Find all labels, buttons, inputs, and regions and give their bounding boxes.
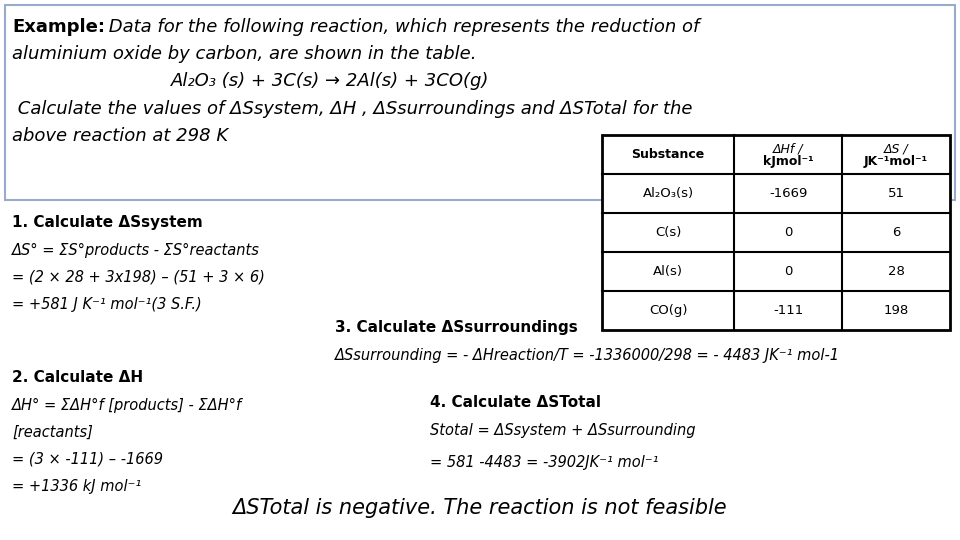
Text: = (2 × 28 + 3x198) – (51 + 3 × 6): = (2 × 28 + 3x198) – (51 + 3 × 6) xyxy=(12,270,265,285)
Text: Al₂O₃(s): Al₂O₃(s) xyxy=(642,187,694,200)
Text: C(s): C(s) xyxy=(655,226,682,239)
Text: 1. Calculate ΔSsystem: 1. Calculate ΔSsystem xyxy=(12,215,203,230)
Text: = 581 -4483 = -3902JK⁻¹ mol⁻¹: = 581 -4483 = -3902JK⁻¹ mol⁻¹ xyxy=(430,455,659,470)
Text: Al₂O₃ (s) + 3C(s) → 2Al(s) + 3CO(g): Al₂O₃ (s) + 3C(s) → 2Al(s) + 3CO(g) xyxy=(171,72,490,90)
Text: Stotal = ΔSsystem + ΔSsurrounding: Stotal = ΔSsystem + ΔSsurrounding xyxy=(430,423,695,438)
Text: = +1336 kJ mol⁻¹: = +1336 kJ mol⁻¹ xyxy=(12,479,141,494)
Text: kJmol⁻¹: kJmol⁻¹ xyxy=(763,155,813,168)
Text: above reaction at 298 K: above reaction at 298 K xyxy=(12,127,228,145)
Text: JK⁻¹mol⁻¹: JK⁻¹mol⁻¹ xyxy=(864,155,928,168)
Text: = (3 × -111) – -1669: = (3 × -111) – -1669 xyxy=(12,452,163,467)
Text: ΔSsurrounding = - ΔHreaction/T = -1336000/298 = - 4483 JK⁻¹ mol-1: ΔSsurrounding = - ΔHreaction/T = -133600… xyxy=(335,348,840,363)
Text: CO(g): CO(g) xyxy=(649,304,687,317)
Text: ΔH° = ΣΔH°f [products] - ΣΔH°f: ΔH° = ΣΔH°f [products] - ΣΔH°f xyxy=(12,398,242,413)
Text: ΔHf /: ΔHf / xyxy=(773,143,804,156)
Text: ΔS /: ΔS / xyxy=(884,143,908,156)
Text: 6: 6 xyxy=(892,226,900,239)
Text: [reactants]: [reactants] xyxy=(12,425,93,440)
Text: Data for the following reaction, which represents the reduction of: Data for the following reaction, which r… xyxy=(103,18,700,36)
Bar xyxy=(602,135,950,330)
Text: Calculate the values of ΔSsystem, ΔH , ΔSsurroundings and ΔSTotal for the: Calculate the values of ΔSsystem, ΔH , Δ… xyxy=(12,100,692,118)
Text: 4. Calculate ΔSTotal: 4. Calculate ΔSTotal xyxy=(430,395,601,410)
Text: -1669: -1669 xyxy=(769,187,807,200)
Text: 28: 28 xyxy=(888,265,904,278)
Text: 3. Calculate ΔSsurroundings: 3. Calculate ΔSsurroundings xyxy=(335,320,578,335)
Text: 0: 0 xyxy=(784,226,792,239)
Text: Substance: Substance xyxy=(632,148,705,161)
Text: 198: 198 xyxy=(883,304,909,317)
Text: 2. Calculate ΔH: 2. Calculate ΔH xyxy=(12,370,143,385)
Text: = +581 J K⁻¹ mol⁻¹(3 S.F.): = +581 J K⁻¹ mol⁻¹(3 S.F.) xyxy=(12,297,202,312)
Text: Al(s): Al(s) xyxy=(653,265,684,278)
Text: 51: 51 xyxy=(888,187,904,200)
Text: -111: -111 xyxy=(773,304,804,317)
Text: 0: 0 xyxy=(784,265,792,278)
Text: ΔSTotal is negative. The reaction is not feasible: ΔSTotal is negative. The reaction is not… xyxy=(232,498,728,518)
Text: ΔS° = ΣS°products - ΣS°reactants: ΔS° = ΣS°products - ΣS°reactants xyxy=(12,243,260,258)
Text: aluminium oxide by carbon, are shown in the table.: aluminium oxide by carbon, are shown in … xyxy=(12,45,476,63)
Bar xyxy=(5,5,955,200)
Text: Example:: Example: xyxy=(12,18,105,36)
